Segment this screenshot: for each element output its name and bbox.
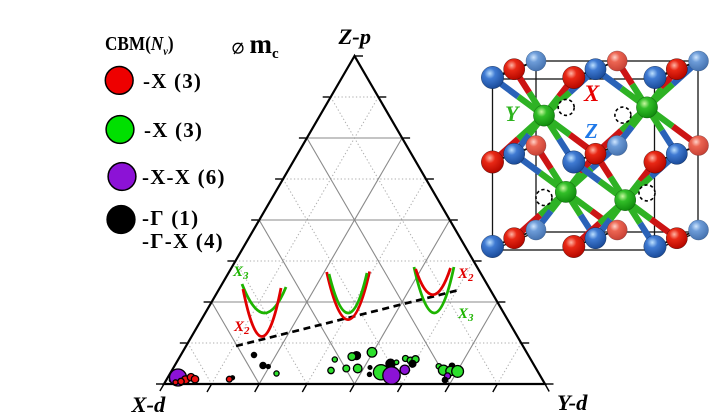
svg-text:X2: X2: [457, 266, 474, 284]
svg-text:X3: X3: [457, 306, 474, 324]
svg-text:X3: X3: [232, 264, 249, 282]
